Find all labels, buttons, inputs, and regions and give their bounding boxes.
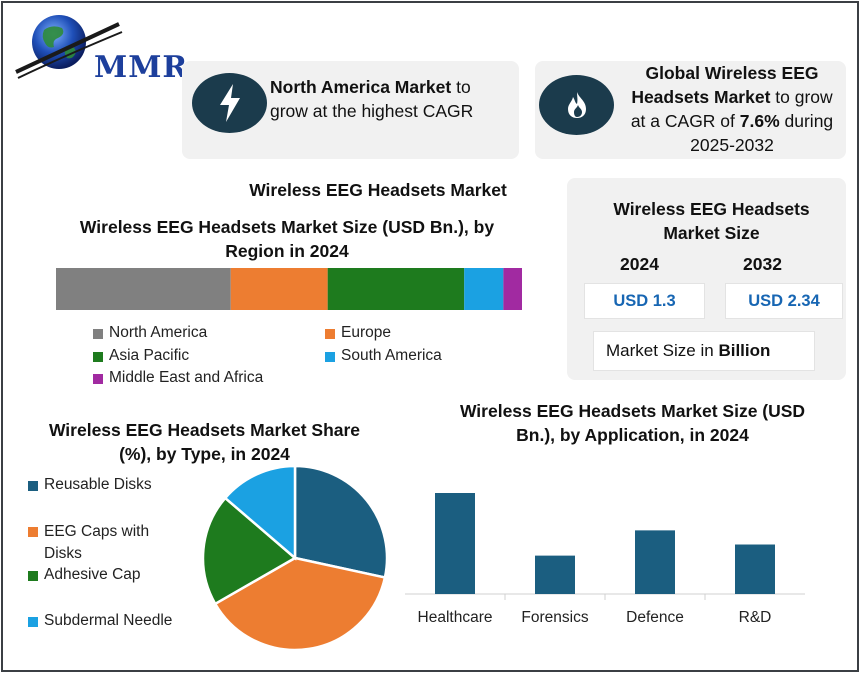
- market-size-card: Wireless EEG Headsets Market Size 2024 2…: [567, 178, 846, 380]
- globe-icon: [15, 15, 123, 79]
- note-bold: Billion: [718, 341, 771, 360]
- pie-slice-eeg-caps-with-disks: [213, 556, 387, 652]
- global-cagr-rest: during 2025-2032: [690, 111, 834, 155]
- bar-r-d: [735, 544, 775, 594]
- global-cagr-bold-1: Global Wireless EEG Headsets Market: [631, 63, 819, 107]
- region-segment-south-america: [464, 268, 504, 310]
- legend-asia-pacific: Asia Pacific: [93, 347, 189, 365]
- bar-forensics: [535, 555, 575, 594]
- pie-slice-adhesive-cap: [201, 496, 298, 606]
- legend-label: Middle East and Africa: [109, 369, 264, 386]
- logo-text: MMR: [94, 50, 189, 85]
- bar-healthcare: [435, 493, 475, 594]
- legend-reusable-disks: Reusable Disks: [28, 476, 152, 494]
- legend-label: Adhesive Cap: [44, 566, 141, 583]
- legend-label: South America: [341, 347, 442, 364]
- global-cagr-text: Global Wireless EEG Headsets Market to g…: [623, 61, 841, 157]
- global-cagr-mid: to grow at a CAGR of: [630, 87, 833, 131]
- legend-swatch: [93, 329, 103, 339]
- flame-icon: [567, 92, 586, 118]
- application-chart-title: Wireless EEG Headsets Market Size (USD B…: [459, 401, 806, 445]
- x-tick-label: Defence: [626, 609, 684, 626]
- type-chart-title: Wireless EEG Headsets Market Share (%), …: [48, 420, 361, 464]
- flame-icon-circle: [539, 75, 614, 135]
- region-stacked-bar: [56, 268, 522, 310]
- legend-label: Asia Pacific: [109, 347, 190, 364]
- x-tick-label: Forensics: [521, 609, 588, 626]
- market-size-note: Market Size in Billion: [593, 331, 815, 371]
- bar-defence: [635, 530, 675, 594]
- note-prefix: Market Size in: [606, 341, 719, 360]
- region-segment-north-america: [56, 268, 231, 310]
- lightning-icon-circle: [192, 73, 267, 133]
- pie-slice-reusable-disks: [293, 464, 389, 579]
- value-2032: USD 2.34: [725, 283, 843, 319]
- legend-swatch: [28, 527, 38, 537]
- logo: MMR: [14, 12, 187, 85]
- year-2032: 2032: [743, 254, 782, 274]
- region-segment-europe: [230, 268, 328, 310]
- year-2024: 2024: [620, 254, 659, 274]
- legend-label: Europe: [341, 324, 391, 341]
- pie-slice-subdermal-needle: [223, 464, 297, 561]
- legend-swatch: [28, 481, 38, 491]
- legend-label: Reusable Disks: [44, 476, 152, 493]
- legend-label: North America: [109, 324, 208, 341]
- legend-adhesive-cap: Adhesive Cap: [28, 566, 141, 584]
- north-america-rest: to grow at the highest CAGR: [270, 77, 474, 121]
- legend-europe: Europe: [325, 324, 391, 342]
- lightning-icon: [219, 84, 240, 122]
- legend-label: EEG Caps with Disks: [44, 523, 150, 562]
- legend-middle-east-africa: Middle East and Africa: [93, 369, 263, 387]
- legend-south-america: South America: [325, 347, 442, 365]
- legend-north-america: North America: [93, 324, 207, 342]
- legend-swatch: [93, 352, 103, 362]
- x-tick-label: R&D: [739, 609, 772, 626]
- region-chart-title: Wireless EEG Headsets Market Size (USD B…: [79, 217, 495, 261]
- main-title: Wireless EEG Headsets Market: [249, 180, 507, 200]
- value-2024: USD 1.3: [584, 283, 705, 319]
- application-bar-chart: Healthcare Forensics Defence R&D: [405, 493, 805, 626]
- legend-swatch: [28, 617, 38, 627]
- region-segment-middle-east-and-africa: [503, 268, 522, 310]
- x-tick-label: Healthcare: [418, 609, 493, 626]
- market-size-title: Wireless EEG Headsets Market Size: [613, 199, 810, 243]
- global-cagr-card: Global Wireless EEG Headsets Market to g…: [535, 61, 846, 159]
- legend-eeg-caps: EEG Caps with Disks: [28, 521, 188, 565]
- global-cagr-bold-2: 7.6%: [739, 111, 780, 131]
- legend-swatch: [325, 329, 335, 339]
- type-pie-chart: [201, 464, 389, 652]
- legend-swatch: [325, 352, 335, 362]
- legend-subdermal-needle: Subdermal Needle: [28, 612, 172, 630]
- north-america-card: North America Market to grow at the high…: [182, 61, 519, 159]
- legend-swatch: [28, 571, 38, 581]
- region-segment-asia-pacific: [327, 268, 465, 310]
- legend-swatch: [93, 374, 103, 384]
- north-america-text: North America Market to grow at the high…: [270, 75, 510, 123]
- north-america-bold: North America Market: [270, 77, 452, 97]
- legend-label: Subdermal Needle: [44, 612, 173, 629]
